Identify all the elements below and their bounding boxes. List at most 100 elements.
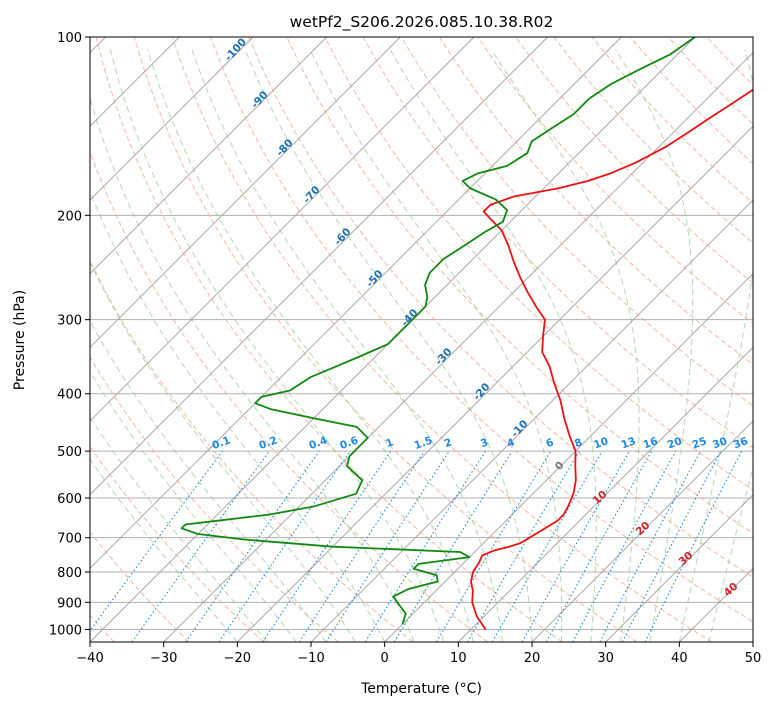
x-tick-label: −20 xyxy=(224,651,251,666)
mixing-ratio-label: 3 xyxy=(479,436,490,450)
mixing-ratio-line xyxy=(521,450,630,642)
moist-adiabat xyxy=(90,96,415,642)
moist-adiabat xyxy=(244,49,533,642)
dry-adiabat xyxy=(171,37,712,642)
moist-adiabat xyxy=(191,49,504,642)
mixing-ratio-label: 36 xyxy=(732,435,750,451)
x-tick-label: 40 xyxy=(671,651,688,666)
mixing-ratio-line xyxy=(545,450,653,642)
isotherm-gridline xyxy=(384,273,753,642)
x-tick-label: −30 xyxy=(150,651,177,666)
moist-adiabat xyxy=(708,466,753,642)
mixing-ratio-label: 6 xyxy=(544,436,555,450)
mixing-ratio-label: 13 xyxy=(620,435,638,451)
mixing-ratio-line xyxy=(572,450,677,642)
x-tick-label: 0 xyxy=(381,651,389,666)
x-axis-title: Temperature (°C) xyxy=(360,681,482,697)
isotherm-gridline xyxy=(605,494,753,642)
x-tick-label: 10 xyxy=(450,651,467,666)
y-tick-label: 400 xyxy=(57,388,82,403)
isotherm-gridline xyxy=(458,346,753,642)
mixing-ratio-label: 0.4 xyxy=(307,434,329,452)
moist-adiabat xyxy=(389,49,597,642)
mixing-ratio-line xyxy=(644,450,743,642)
isotherm-gridline xyxy=(90,37,401,348)
mixing-ratio-line xyxy=(131,450,270,642)
isotherm-gridline xyxy=(237,125,753,642)
mixing-ratio-label: 0.1 xyxy=(211,434,233,452)
y-tick-label: 800 xyxy=(57,566,82,581)
mixing-ratio-label: 16 xyxy=(642,435,660,451)
y-tick-label: 900 xyxy=(57,596,82,611)
dry-adiabat xyxy=(400,37,753,407)
mixing-ratio-line xyxy=(185,450,320,642)
dry-adiabat xyxy=(95,37,563,642)
mixing-ratio-line xyxy=(325,450,450,642)
isotherm-gridline xyxy=(531,420,753,642)
temperature-profile xyxy=(470,88,753,630)
dry-adiabat xyxy=(90,445,264,642)
y-axis-title: Pressure (hPa) xyxy=(12,290,28,390)
dry-adiabat xyxy=(324,37,753,491)
dry-adiabat xyxy=(133,37,638,642)
series-layer xyxy=(180,37,753,630)
y-tick-label: 200 xyxy=(57,209,82,224)
moist-adiabat xyxy=(90,319,327,642)
mixing-ratio-label: 0.2 xyxy=(257,434,279,452)
mixing-ratio-line xyxy=(218,450,351,642)
y-tick-label: 500 xyxy=(57,445,82,460)
y-tick-label: 300 xyxy=(57,314,82,329)
x-tick-label: −40 xyxy=(76,651,103,666)
dewpoint-profile xyxy=(180,37,696,625)
dry-adiabat xyxy=(90,150,488,642)
mixing-ratio-label: 20 xyxy=(666,435,684,451)
mixing-ratio-line xyxy=(90,450,223,632)
dry-adiabat xyxy=(90,259,414,642)
grid-layer xyxy=(90,37,753,642)
moist-adiabat xyxy=(615,49,694,642)
moist-adiabat xyxy=(678,49,753,642)
mixing-ratio-label: 10 xyxy=(592,435,610,451)
moist-adiabat xyxy=(490,49,640,642)
x-tick-label: −10 xyxy=(297,651,324,666)
mixing-ratio-label: 25 xyxy=(691,435,709,451)
dry-adiabat xyxy=(90,531,190,642)
moist-adiabat xyxy=(309,49,563,642)
isotherm-gridline xyxy=(90,37,327,275)
dry-adiabat xyxy=(439,37,753,366)
dry-adiabat xyxy=(210,37,753,623)
isotherm-gridline xyxy=(90,37,254,201)
chart-title: wetPf2_S206.2026.085.10.38.R02 xyxy=(290,13,554,32)
y-tick-label: 600 xyxy=(57,492,82,507)
moist-adiabat xyxy=(90,260,356,642)
y-tick-label: 1000 xyxy=(49,623,82,638)
plot-frame xyxy=(89,36,754,643)
dry-adiabat xyxy=(248,37,753,578)
y-tick-label: 100 xyxy=(57,31,82,46)
moist-adiabat xyxy=(90,416,268,642)
mixing-ratio-label: 1 xyxy=(384,436,395,450)
mixing-ratio-label: 1.5 xyxy=(413,434,435,452)
moist-adiabat xyxy=(90,370,297,642)
mixing-ratio-label: 30 xyxy=(711,435,729,451)
mixing-ratio-label: 0.6 xyxy=(338,434,360,452)
isotherm-gridline xyxy=(90,37,475,422)
moist-adiabat xyxy=(147,49,474,642)
x-tick-label: 20 xyxy=(524,651,541,666)
mixing-ratio-label: 8 xyxy=(573,436,584,450)
isotherm-gridline xyxy=(90,37,548,496)
mixing-ratio-line xyxy=(393,450,513,642)
moist-adiabat xyxy=(109,49,445,642)
mixing-ratio-label: 4 xyxy=(505,436,516,450)
mixing-ratio-label: 2 xyxy=(443,436,454,450)
x-tick-label: 50 xyxy=(745,651,762,666)
y-tick-label: 700 xyxy=(57,532,82,547)
mixing-ratio-line xyxy=(262,450,392,642)
dry-adiabat xyxy=(90,356,339,642)
plot-background xyxy=(90,37,753,642)
moist-adiabat xyxy=(90,458,238,642)
mixing-ratio-line xyxy=(298,450,425,642)
isotherm-gridline xyxy=(90,37,622,569)
x-tick-label: 30 xyxy=(597,651,614,666)
